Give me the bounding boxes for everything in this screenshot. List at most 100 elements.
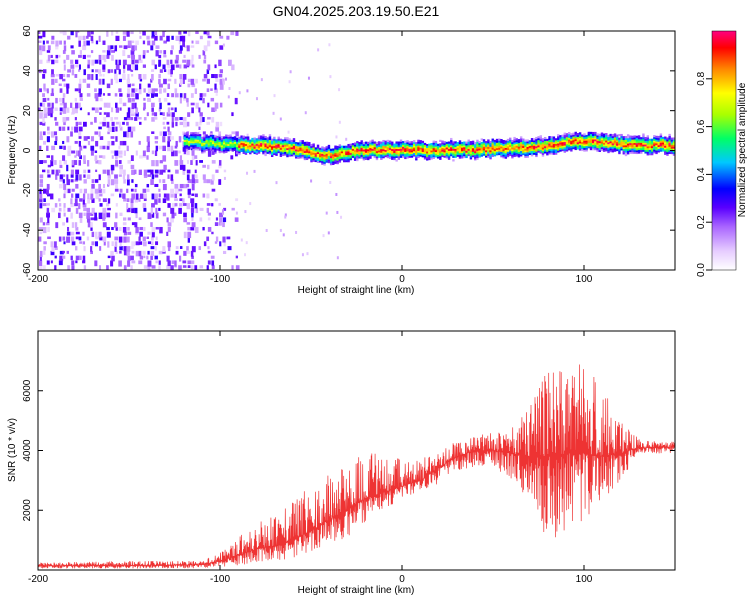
spectrogram-cell — [550, 145, 553, 148]
spectrogram-cell — [62, 155, 66, 161]
spectrogram-cell — [423, 148, 427, 151]
spectrogram-cell — [227, 149, 230, 152]
spectrogram-cell — [415, 143, 418, 147]
spectrogram-cell — [90, 222, 93, 228]
spectrogram-cell — [533, 143, 536, 146]
spectrogram-cell — [426, 145, 429, 148]
spectrogram-cell — [218, 143, 221, 146]
spectrogram-cell — [86, 160, 90, 167]
spectrogram-cell — [251, 139, 254, 142]
spectrogram-cell — [170, 107, 174, 111]
spectrogram-cell — [50, 74, 55, 78]
spectrogram-cell — [622, 137, 625, 141]
spectrogram-cell — [343, 152, 346, 156]
snr-x-label: Height of straight line (km) — [298, 585, 415, 596]
spectrogram-cell — [66, 107, 70, 113]
spectrogram-cell — [191, 179, 196, 184]
spectrogram-cell — [637, 151, 641, 154]
spectrogram-cell — [190, 132, 193, 135]
spectrogram-cell — [519, 138, 523, 141]
spectrogram-cell — [334, 159, 337, 163]
spectrogram-cell — [471, 151, 475, 154]
spectrogram-cell — [74, 59, 79, 64]
spectrogram-cell — [198, 131, 201, 137]
spectrogram-cell — [546, 149, 549, 152]
spectrogram-cell — [279, 117, 282, 121]
spectrogram-cell — [598, 146, 601, 149]
spectrogram-cell — [338, 149, 342, 152]
spectrogram-cell — [55, 222, 59, 229]
spectrogram-cell — [260, 149, 263, 153]
spectrogram-cell — [242, 151, 245, 154]
spectrogram-cell — [308, 147, 311, 150]
spectrogram-cell — [620, 135, 623, 138]
spectrogram-cell — [356, 149, 359, 153]
spectrogram-cell — [554, 141, 558, 144]
spectrogram-cell — [214, 151, 217, 154]
spectrogram-cell — [294, 143, 298, 146]
spectrogram-cell — [356, 151, 359, 154]
spectrogram-cell — [445, 156, 449, 159]
spectrogram-cell — [441, 142, 444, 145]
spectrogram-cell — [102, 93, 106, 96]
spectrogram-cell — [211, 107, 216, 113]
spectrogram-cell — [78, 88, 81, 94]
spectrogram-cell — [535, 147, 538, 150]
spectrogram-cell — [323, 149, 326, 152]
spectrogram-cell — [74, 155, 77, 158]
snr-x-tick-label: -100 — [210, 574, 230, 585]
spectrogram-cell — [115, 136, 118, 142]
spectrogram-cell — [158, 54, 162, 59]
spectrogram-cell — [214, 144, 217, 147]
spectrogram-cell — [517, 139, 521, 142]
spectrogram-cell — [235, 131, 239, 137]
spectrogram-cell — [618, 148, 621, 151]
spectrogram-cell — [123, 150, 126, 156]
spectrogram-cell — [138, 74, 142, 80]
spectrogram-cell — [194, 193, 198, 198]
colorbar-gradient — [712, 31, 736, 270]
spectrogram-cell — [672, 137, 675, 140]
spectrogram-cell — [336, 151, 339, 154]
spectrogram-cell — [167, 241, 172, 248]
spectrogram-cell — [465, 148, 468, 151]
spectrogram-cell — [135, 193, 139, 200]
spectrogram-cell — [240, 238, 243, 242]
spectrogram-cell — [119, 93, 123, 97]
spectrogram-cell — [502, 154, 505, 157]
spectrogram-cell — [284, 151, 287, 154]
spectrogram-cell — [335, 192, 338, 196]
spectrogram-cell — [214, 147, 217, 151]
spectrogram-cell — [456, 152, 459, 156]
spectrogram-cell — [543, 151, 547, 154]
spectrogram-cell — [316, 153, 320, 156]
spectrogram-cell — [264, 139, 267, 142]
spectrogram-cell — [397, 145, 401, 148]
spectrogram-cell — [574, 147, 577, 151]
spectrogram-cell — [537, 148, 540, 151]
spectrogram-cell — [434, 149, 438, 153]
spectrogram-cell — [526, 142, 529, 146]
spectrogram-cell — [661, 142, 665, 145]
spectrogram-cell — [312, 143, 315, 146]
spectrogram-cell — [47, 174, 51, 178]
spectrogram-cell — [506, 144, 510, 147]
spectrogram-cell — [672, 148, 675, 151]
spectrogram-cell — [402, 151, 405, 155]
spectrogram-cell — [502, 140, 505, 143]
spectrogram-cell — [480, 141, 484, 145]
spectrogram-cell — [329, 159, 333, 162]
spectrogram-cell — [469, 146, 473, 149]
spectrogram-cell — [646, 135, 650, 138]
spectrogram-cell — [644, 149, 647, 152]
spectrogram-cell — [650, 153, 654, 156]
spectrogram-cell — [463, 152, 466, 155]
spectrogram-cell — [39, 174, 44, 179]
spectrogram-cell — [419, 141, 422, 145]
spectrogram-y-tick-label: 60 — [22, 25, 33, 37]
spectrogram-cell — [412, 143, 416, 146]
spectrogram-cell — [417, 148, 420, 151]
spectrogram-cell — [122, 35, 126, 41]
spectrogram-cell — [550, 143, 553, 146]
spectrogram-cell — [301, 253, 304, 257]
